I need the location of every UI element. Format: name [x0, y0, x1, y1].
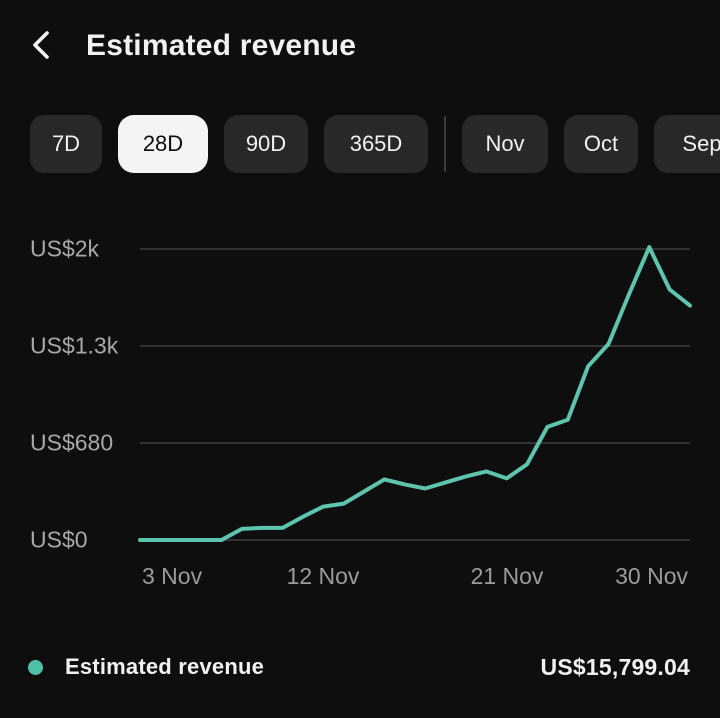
page-title: Estimated revenue — [86, 29, 357, 62]
chip-oct[interactable]: Oct — [564, 115, 638, 173]
header: Estimated revenue — [24, 24, 720, 68]
time-range-chips: 7D 28D 90D 365D Nov Oct Sep — [30, 115, 720, 173]
chip-7d[interactable]: 7D — [30, 115, 102, 173]
chip-365d[interactable]: 365D — [324, 115, 428, 173]
legend-total-value: US$15,799.04 — [540, 653, 690, 680]
legend-series: Estimated revenue — [28, 654, 264, 680]
back-chevron-icon — [28, 28, 54, 65]
legend-row[interactable]: Estimated revenue US$15,799.04 — [28, 648, 690, 686]
chip-28d[interactable]: 28D — [118, 115, 208, 173]
chip-nov[interactable]: Nov — [462, 115, 548, 173]
chip-sep[interactable]: Sep — [654, 115, 720, 173]
back-button[interactable] — [24, 24, 58, 69]
chip-90d[interactable]: 90D — [224, 115, 308, 173]
chips-divider — [444, 116, 446, 172]
legend-series-label: Estimated revenue — [65, 654, 265, 679]
series-color-dot-icon — [28, 659, 43, 675]
